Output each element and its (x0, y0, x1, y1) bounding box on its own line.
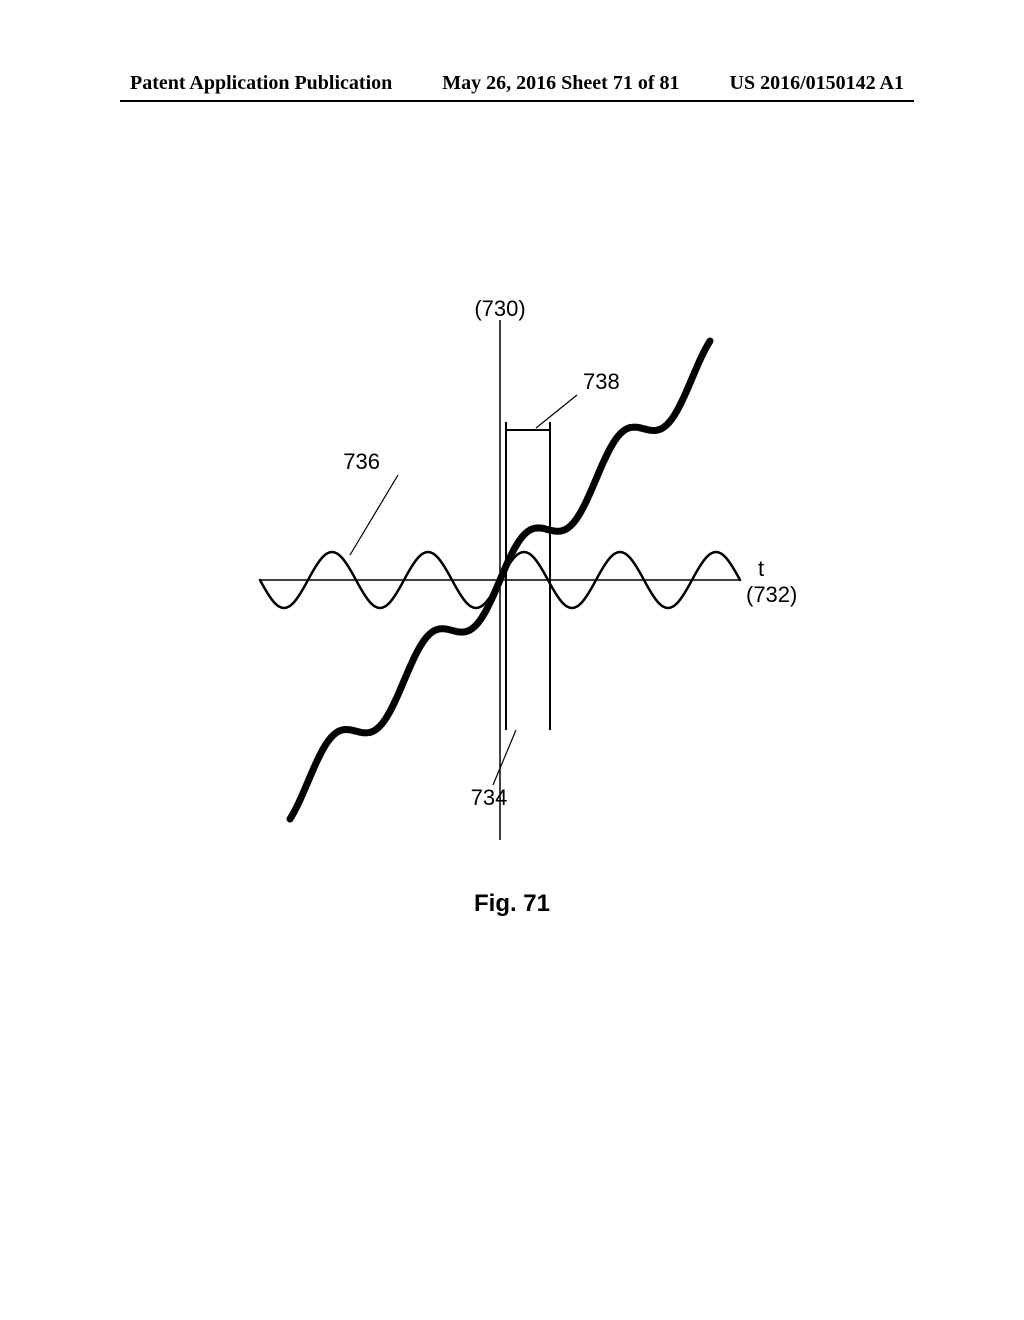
figure-diagram: y(730)t(732)736734738 (200, 300, 800, 860)
header-left: Patent Application Publication (130, 72, 392, 95)
page-header: Patent Application Publication May 26, 2… (0, 72, 1024, 95)
svg-text:734: 734 (471, 785, 508, 810)
header-rule (120, 100, 914, 102)
svg-text:736: 736 (343, 449, 380, 474)
svg-text:738: 738 (583, 369, 620, 394)
svg-text:(732): (732) (746, 582, 797, 607)
svg-text:t: t (758, 556, 764, 581)
figure-svg: y(730)t(732)736734738 (200, 300, 800, 860)
header-right: US 2016/0150142 A1 (730, 72, 904, 95)
header-center: May 26, 2016 Sheet 71 of 81 (442, 72, 679, 95)
figure-caption: Fig. 71 (0, 890, 1024, 918)
svg-text:(730): (730) (474, 300, 525, 321)
